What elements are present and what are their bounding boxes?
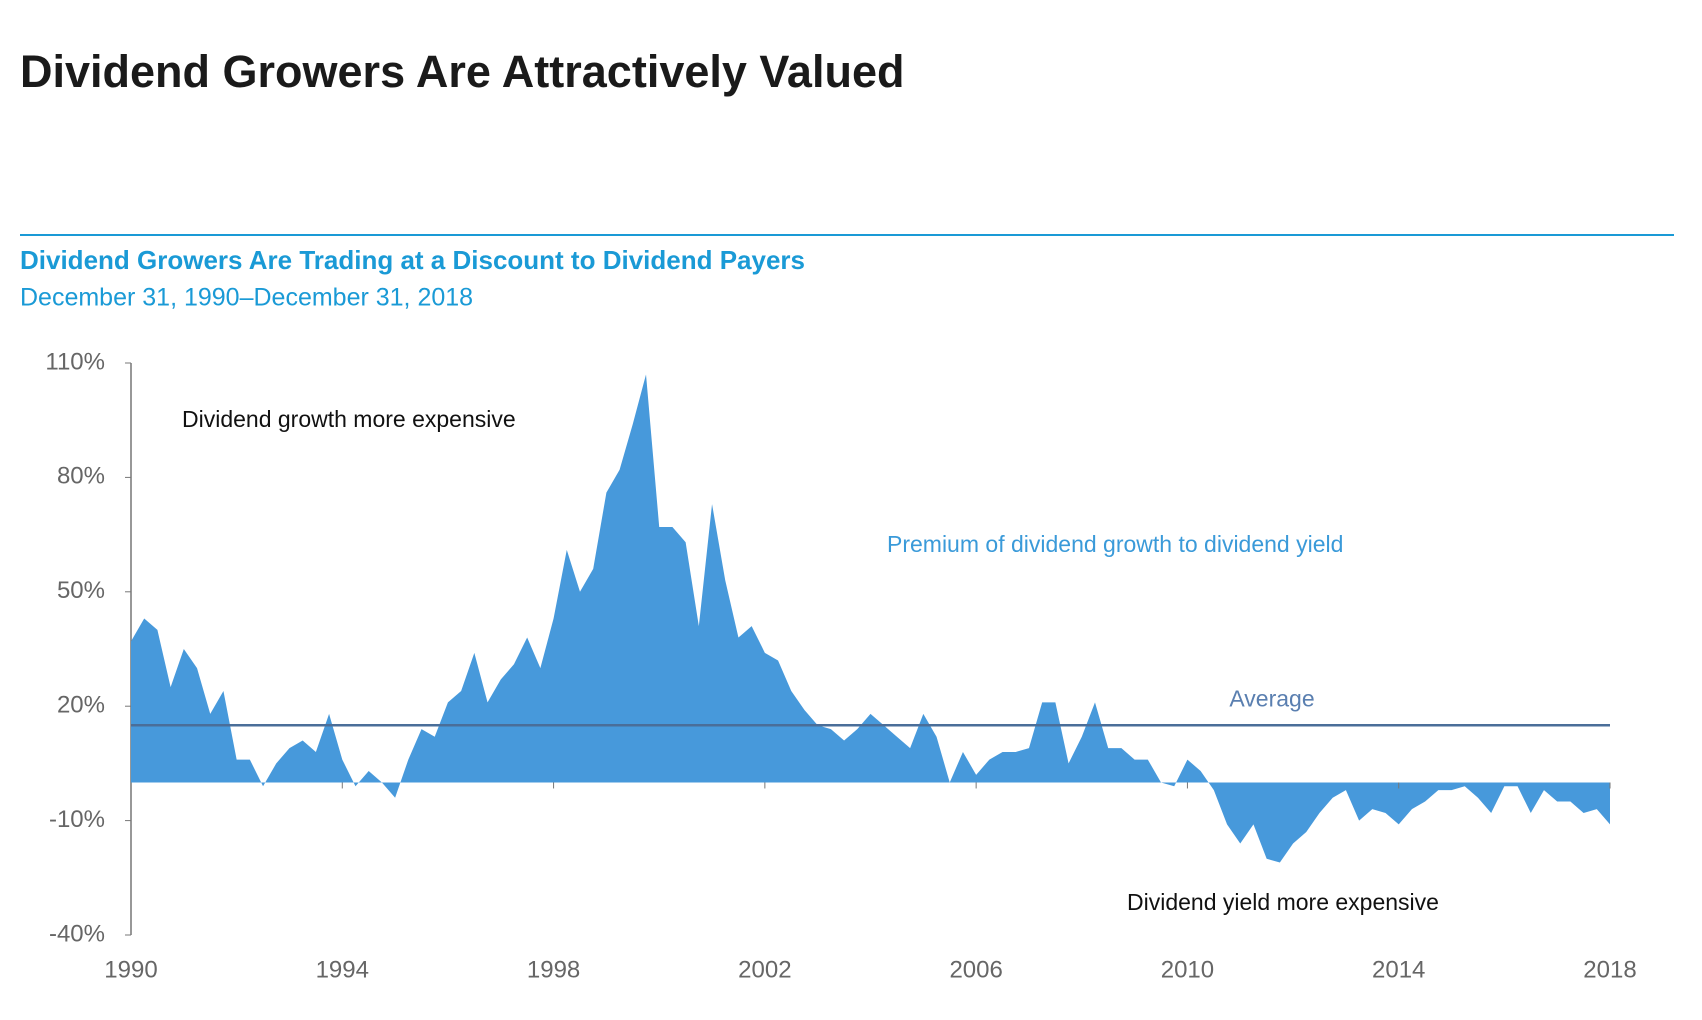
x-tick-label: 2014 [1372,956,1425,983]
chart-subtitle: Dividend Growers Are Trading at a Discou… [20,245,805,275]
annotation: Dividend growth more expensive [182,406,516,432]
annotation: Premium of dividend growth to dividend y… [887,531,1343,557]
x-tick-label: 1990 [104,956,157,983]
date-range: December 31, 1990–December 31, 2018 [20,284,473,312]
y-tick-label: 50% [57,577,105,604]
x-tick-label: 2006 [949,956,1002,983]
x-tick-label: 2010 [1161,956,1214,983]
y-tick-label: -10% [49,806,105,833]
x-tick-label: 1998 [527,956,580,983]
area [131,374,1610,863]
x-tick-label: 1994 [316,956,369,983]
chart-title: Dividend Growers Are Attractively Valued [20,46,904,97]
y-tick-label: 110% [45,348,105,375]
y-tick-label: 80% [57,463,105,490]
average-label: Average [1229,685,1314,711]
x-tick-label: 2018 [1583,956,1636,983]
y-tick-label: 20% [57,692,105,719]
x-tick-label: 2002 [738,956,791,983]
y-tick-label: -40% [49,920,105,947]
annotation: Dividend yield more expensive [1127,889,1439,915]
